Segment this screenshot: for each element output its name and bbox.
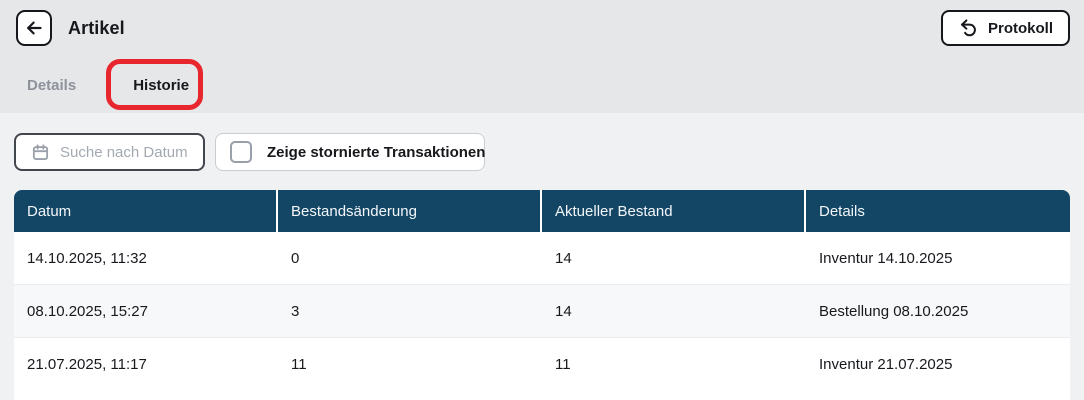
filters-row: Suche nach Datum Zeige stornierte Transa…: [14, 133, 1070, 171]
page-title: Artikel: [68, 17, 125, 38]
cell-datum: 21.07.2025, 11:17: [27, 356, 147, 373]
cell-aktueller-bestand: 14: [555, 302, 572, 320]
undo-arrow-icon: [958, 18, 979, 39]
arrow-left-icon: [24, 18, 44, 38]
cell-details: Inventur 14.10.2025: [819, 249, 953, 267]
table-header-row: Datum Bestandsänderung Aktueller Bestand…: [14, 190, 1070, 232]
header-zone: Artikel Protokoll Details Historie: [0, 0, 1084, 113]
cell-aktueller-bestand: 14: [555, 249, 572, 267]
date-search-placeholder: Suche nach Datum: [60, 143, 188, 161]
column-header-bestandsaenderung: Bestandsänderung: [278, 190, 542, 232]
tab-historie[interactable]: Historie: [133, 77, 190, 94]
table-row: 08.10.2025, 15:27 3 14 Bestellung 08.10.…: [14, 285, 1070, 338]
table-row: 14.10.2025, 11:32 0 14 Inventur 14.10.20…: [14, 232, 1070, 285]
cell-aktueller-bestand: 11: [555, 356, 571, 373]
cell-bestandsaenderung: 11: [291, 356, 307, 373]
cell-details: Bestellung 08.10.2025: [819, 302, 969, 320]
calendar-icon: [31, 143, 50, 162]
cell-details: Inventur 21.07.2025: [819, 356, 953, 373]
history-table: Datum Bestandsänderung Aktueller Bestand…: [14, 190, 1070, 400]
back-button[interactable]: [16, 10, 52, 46]
cell-bestandsaenderung: 3: [291, 302, 300, 320]
date-search-input[interactable]: Suche nach Datum: [14, 133, 205, 171]
tab-details[interactable]: Details: [27, 77, 77, 94]
column-header-datum: Datum: [14, 190, 278, 232]
table-row: 21.07.2025, 11:17 11 11 Inventur 21.07.2…: [14, 338, 1070, 391]
cell-datum: 14.10.2025, 11:32: [27, 249, 147, 267]
column-header-aktueller-bestand: Aktueller Bestand: [542, 190, 806, 232]
cell-datum: 08.10.2025, 15:27: [27, 302, 148, 320]
protokoll-button[interactable]: Protokoll: [940, 10, 1070, 46]
column-header-details: Details: [819, 202, 865, 220]
show-cancelled-label: Zeige stornierte Transaktionen: [267, 143, 486, 161]
cell-bestandsaenderung: 0: [291, 249, 300, 267]
show-cancelled-filter[interactable]: Zeige stornierte Transaktionen: [215, 133, 485, 171]
tabs: Details Historie: [0, 75, 1084, 97]
history-content: Suche nach Datum Zeige stornierte Transa…: [0, 113, 1084, 400]
table-body: 14.10.2025, 11:32 0 14 Inventur 14.10.20…: [14, 232, 1070, 400]
topbar: Artikel Protokoll: [0, 10, 1084, 46]
show-cancelled-checkbox[interactable]: [230, 141, 252, 163]
protokoll-button-label: Protokoll: [987, 19, 1053, 37]
